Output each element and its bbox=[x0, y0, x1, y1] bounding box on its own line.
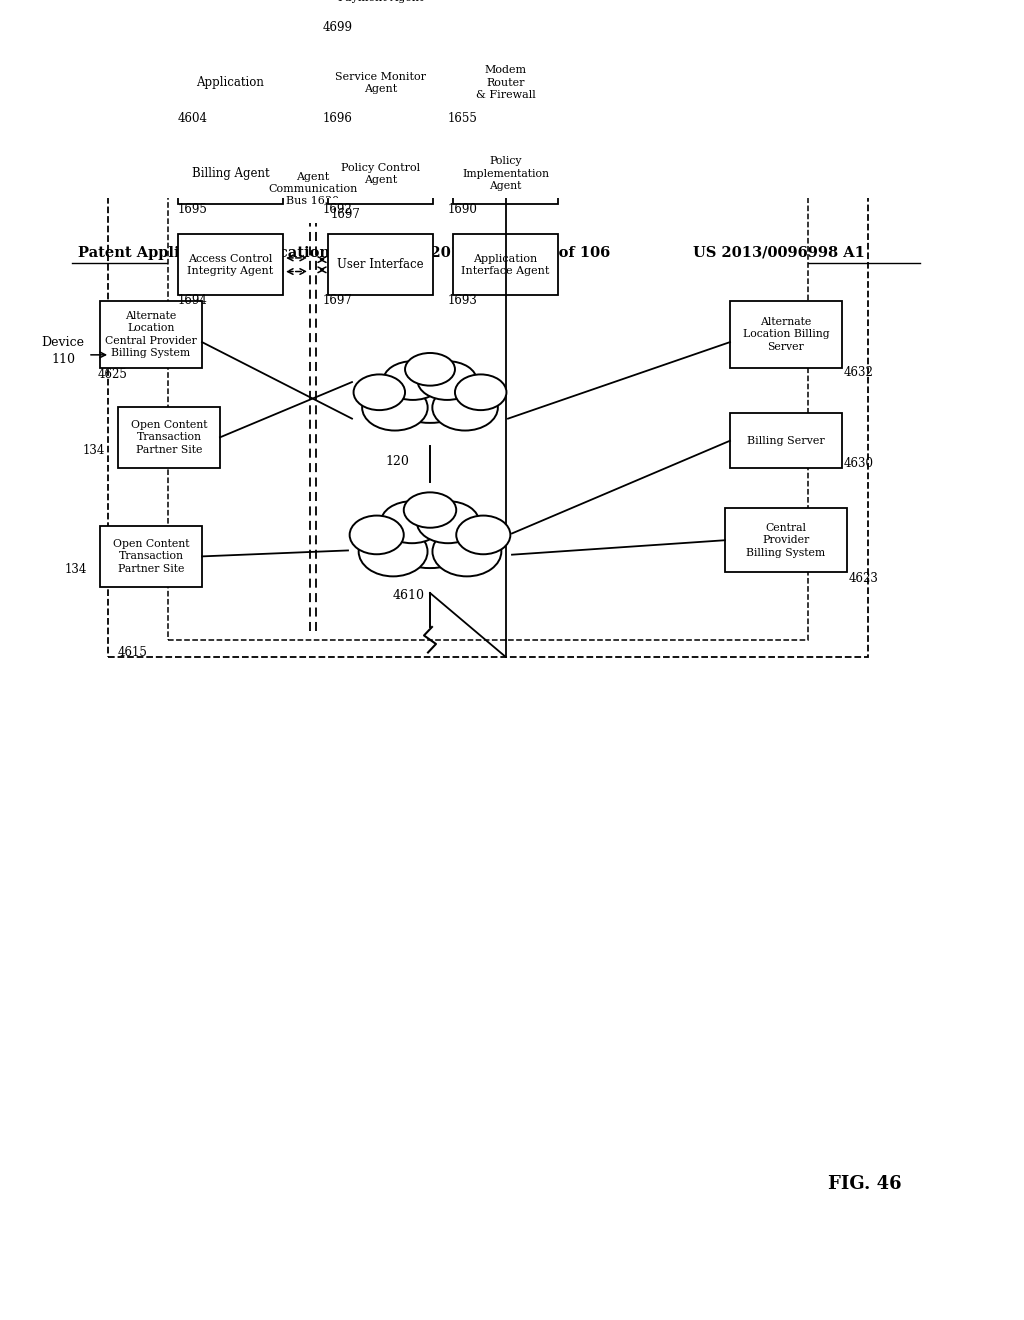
Text: 4604: 4604 bbox=[178, 112, 208, 125]
FancyBboxPatch shape bbox=[725, 508, 847, 572]
Ellipse shape bbox=[432, 384, 498, 430]
Text: Apr. 18, 2013  Sheet 87 of 106: Apr. 18, 2013 Sheet 87 of 106 bbox=[362, 246, 610, 260]
FancyBboxPatch shape bbox=[453, 51, 558, 114]
Ellipse shape bbox=[381, 502, 443, 544]
Ellipse shape bbox=[383, 362, 442, 400]
Text: Access Control
Integrity Agent: Access Control Integrity Agent bbox=[187, 253, 273, 276]
Text: 4630: 4630 bbox=[844, 457, 874, 470]
Text: 4623: 4623 bbox=[849, 572, 879, 585]
Text: Billing Agent: Billing Agent bbox=[191, 168, 269, 181]
Text: 1696: 1696 bbox=[323, 112, 353, 125]
Ellipse shape bbox=[457, 516, 510, 554]
Text: Application: Application bbox=[197, 77, 264, 90]
FancyBboxPatch shape bbox=[730, 413, 842, 469]
Ellipse shape bbox=[362, 384, 428, 430]
Ellipse shape bbox=[417, 502, 479, 544]
Text: Open Content
Transaction
Partner Site: Open Content Transaction Partner Site bbox=[131, 420, 207, 454]
Ellipse shape bbox=[383, 367, 477, 422]
FancyBboxPatch shape bbox=[178, 51, 283, 114]
Text: 4615: 4615 bbox=[118, 645, 147, 659]
Text: Agent
Communication
Bus 1630: Agent Communication Bus 1630 bbox=[268, 172, 357, 206]
Text: 120: 120 bbox=[385, 454, 409, 467]
Text: Service Monitor
Agent: Service Monitor Agent bbox=[335, 71, 426, 94]
Text: · · ·: · · · bbox=[155, 537, 183, 556]
Text: Policy Control
Agent: Policy Control Agent bbox=[341, 162, 420, 185]
Ellipse shape bbox=[349, 516, 403, 554]
Text: 1695: 1695 bbox=[178, 203, 208, 216]
Text: 1690: 1690 bbox=[449, 203, 478, 216]
Text: 1693: 1693 bbox=[449, 294, 478, 308]
Text: 4699: 4699 bbox=[323, 21, 353, 34]
Ellipse shape bbox=[406, 352, 455, 385]
Text: 4632: 4632 bbox=[844, 366, 873, 379]
Ellipse shape bbox=[381, 507, 479, 568]
Ellipse shape bbox=[432, 527, 502, 577]
Text: 1692: 1692 bbox=[323, 203, 352, 216]
Text: Internet: Internet bbox=[401, 388, 459, 401]
Ellipse shape bbox=[403, 492, 457, 528]
Text: Patent Application Publication: Patent Application Publication bbox=[78, 246, 330, 260]
Text: Modem
Router
& Firewall: Modem Router & Firewall bbox=[475, 66, 536, 100]
FancyBboxPatch shape bbox=[100, 301, 202, 367]
Text: Carrier
Access
Network: Carrier Access Network bbox=[400, 515, 459, 560]
FancyBboxPatch shape bbox=[328, 0, 433, 22]
FancyBboxPatch shape bbox=[328, 143, 433, 205]
FancyBboxPatch shape bbox=[100, 525, 202, 587]
Ellipse shape bbox=[455, 375, 507, 411]
Text: 134: 134 bbox=[65, 564, 87, 577]
Ellipse shape bbox=[340, 488, 520, 587]
Text: Central
Provider
Billing System: Central Provider Billing System bbox=[746, 523, 825, 557]
Text: Alternate
Location
Central Provider
Billing System: Alternate Location Central Provider Bill… bbox=[105, 310, 197, 358]
FancyBboxPatch shape bbox=[178, 143, 283, 205]
Text: 1655: 1655 bbox=[449, 112, 478, 125]
Text: 134: 134 bbox=[83, 445, 105, 458]
FancyBboxPatch shape bbox=[118, 407, 220, 469]
Text: Device: Device bbox=[42, 335, 85, 348]
FancyBboxPatch shape bbox=[730, 301, 842, 367]
FancyBboxPatch shape bbox=[108, 53, 868, 657]
Text: 4625: 4625 bbox=[98, 368, 128, 381]
Text: 110: 110 bbox=[51, 352, 75, 366]
Text: Mobile
Payment Agent: Mobile Payment Agent bbox=[338, 0, 423, 3]
Ellipse shape bbox=[353, 375, 406, 411]
Text: Open Content
Transaction
Partner Site: Open Content Transaction Partner Site bbox=[113, 539, 189, 574]
FancyBboxPatch shape bbox=[168, 139, 808, 640]
Text: 1697: 1697 bbox=[331, 209, 360, 220]
Text: User Interface: User Interface bbox=[337, 259, 424, 271]
FancyBboxPatch shape bbox=[178, 234, 283, 296]
FancyBboxPatch shape bbox=[328, 51, 433, 114]
Text: Application
Interface Agent: Application Interface Agent bbox=[462, 253, 550, 276]
Text: Alternate
Location Billing
Server: Alternate Location Billing Server bbox=[742, 317, 829, 352]
FancyBboxPatch shape bbox=[453, 143, 558, 205]
Text: FIG. 46: FIG. 46 bbox=[828, 1175, 902, 1193]
FancyBboxPatch shape bbox=[328, 234, 433, 296]
Text: Policy
Implementation
Agent: Policy Implementation Agent bbox=[462, 156, 549, 191]
Text: US 2013/0096998 A1: US 2013/0096998 A1 bbox=[693, 246, 865, 260]
Text: 1694: 1694 bbox=[178, 294, 208, 308]
Text: Billing Server: Billing Server bbox=[748, 436, 825, 446]
Text: 4610: 4610 bbox=[393, 589, 425, 602]
Ellipse shape bbox=[418, 362, 477, 400]
Ellipse shape bbox=[344, 348, 516, 441]
Text: 1697: 1697 bbox=[323, 294, 353, 308]
FancyBboxPatch shape bbox=[453, 234, 558, 296]
Ellipse shape bbox=[358, 527, 428, 577]
